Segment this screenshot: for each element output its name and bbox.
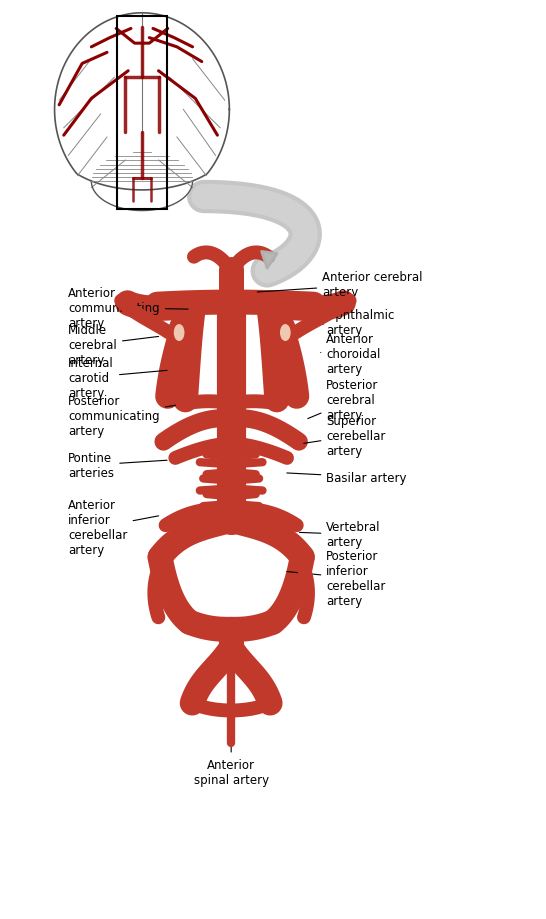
Text: Posterior
communicating
artery: Posterior communicating artery xyxy=(68,394,175,437)
Polygon shape xyxy=(55,14,229,190)
Text: Middle
cerebral
artery: Middle cerebral artery xyxy=(68,323,158,367)
Text: Anterior
communicating
artery: Anterior communicating artery xyxy=(68,287,188,330)
Circle shape xyxy=(275,316,295,350)
Text: Ophthalmic
artery: Ophthalmic artery xyxy=(322,309,395,336)
Circle shape xyxy=(175,325,184,341)
Polygon shape xyxy=(91,182,193,211)
Text: Anterior
choroidal
artery: Anterior choroidal artery xyxy=(321,333,381,375)
Bar xyxy=(117,17,167,210)
Text: Basilar artery: Basilar artery xyxy=(287,471,407,484)
Text: Superior
cerebellar
artery: Superior cerebellar artery xyxy=(304,414,385,458)
Circle shape xyxy=(281,325,290,341)
Text: Anterior cerebral
artery: Anterior cerebral artery xyxy=(257,271,423,299)
Circle shape xyxy=(169,316,189,350)
Text: Posterior
inferior
cerebellar
artery: Posterior inferior cerebellar artery xyxy=(287,550,385,607)
Text: Posterior
cerebral
artery: Posterior cerebral artery xyxy=(308,379,379,422)
Text: Anterior
spinal artery: Anterior spinal artery xyxy=(194,727,269,786)
Text: Anterior
inferior
cerebellar
artery: Anterior inferior cerebellar artery xyxy=(68,499,158,557)
Text: Pontine
arteries: Pontine arteries xyxy=(68,451,167,480)
Text: Vertebral
artery: Vertebral artery xyxy=(300,521,381,549)
Circle shape xyxy=(223,280,240,309)
Text: Internal
carotid
artery: Internal carotid artery xyxy=(68,357,167,399)
